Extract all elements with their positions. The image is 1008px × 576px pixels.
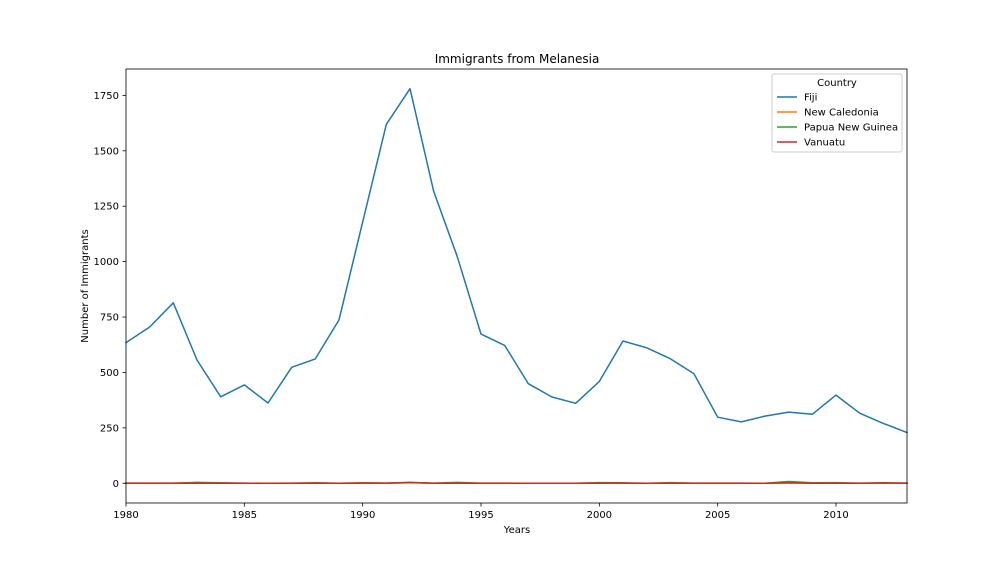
y-axis-label: Number of Immigrants <box>80 229 91 342</box>
y-tick-label: 1250 <box>94 202 119 213</box>
series-line-fiji <box>124 87 908 434</box>
y-axis: 0 250 500 750 1000 1250 1500 1750 <box>94 91 126 490</box>
legend: Country Fiji New Caledonia Papua New Guine… <box>771 73 903 153</box>
y-tick-label: 1500 <box>94 146 119 157</box>
x-axis: 1980 1985 1990 1995 2000 2005 2010 <box>113 503 849 521</box>
legend-title: Country <box>817 78 857 89</box>
x-axis-label: Years <box>503 525 530 536</box>
legend-items: Fiji New Caledonia Papua New Guinea Vanuatu <box>777 93 898 149</box>
y-tick-label: 750 <box>100 313 119 324</box>
legend-box <box>771 73 903 153</box>
x-tick-label: 1990 <box>350 510 375 521</box>
y-tick-label: 500 <box>100 368 119 379</box>
y-tick-label: 250 <box>100 423 119 434</box>
legend-label: Fiji <box>804 93 817 104</box>
plot-lines <box>124 87 908 485</box>
y-tick-label: 0 <box>113 479 119 490</box>
x-tick-label: 1980 <box>113 510 138 521</box>
x-tick-label: 2000 <box>587 510 612 521</box>
series-line-vanuatu <box>125 481 908 485</box>
x-tick-label: 2005 <box>705 510 730 521</box>
chart-title: Immigrants from Melanesia <box>435 52 600 66</box>
x-tick-label: 1995 <box>468 510 493 521</box>
x-tick-label: 2010 <box>823 510 848 521</box>
legend-label: Papua New Guinea <box>804 123 898 134</box>
legend-label: New Caledonia <box>804 108 879 119</box>
y-tick-label: 1750 <box>94 91 119 102</box>
legend-label: Vanuatu <box>804 138 845 149</box>
y-tick-label: 1000 <box>94 257 119 268</box>
x-tick-label: 1985 <box>232 510 257 521</box>
plot-frame <box>125 68 908 504</box>
